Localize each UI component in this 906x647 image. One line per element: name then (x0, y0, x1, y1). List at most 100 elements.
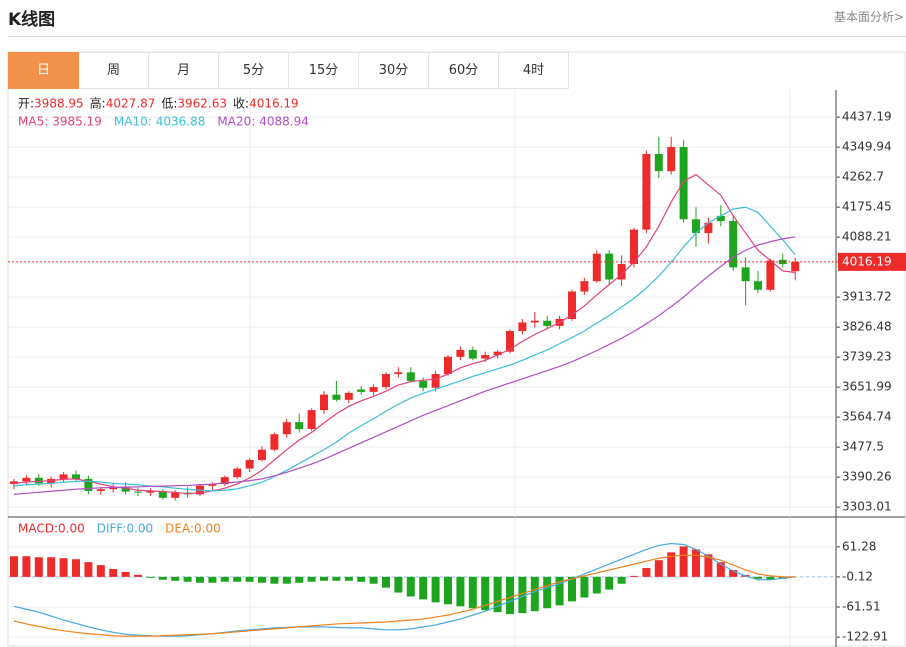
y-tick-label: 3651.99 (842, 380, 892, 394)
y-tick-label: 3477.5 (842, 440, 884, 454)
legend-value: 0.00 (126, 522, 153, 536)
candle-body (754, 281, 762, 290)
candle-body (630, 229, 638, 264)
macd-bar (506, 576, 514, 615)
candle-body (729, 221, 738, 268)
candle-body (109, 487, 118, 490)
macd-bar (716, 562, 725, 577)
macd-bar (493, 576, 502, 613)
candle-body (369, 387, 378, 392)
macd-bar (183, 576, 192, 582)
macd-bar (59, 558, 68, 577)
candle-body (431, 374, 440, 388)
macd-bar (22, 556, 31, 577)
macd-bar (196, 576, 204, 583)
legend-value: 4036.88 (156, 115, 206, 129)
period-tab[interactable]: 15分 (289, 52, 359, 89)
candle-body (208, 484, 217, 486)
legend-value: 4088.94 (259, 115, 309, 129)
ma-line (13, 206, 796, 492)
macd-bar (431, 576, 440, 603)
macd-bar (642, 568, 651, 577)
candle-body (382, 374, 390, 388)
y-tick-label: 4088.21 (842, 230, 892, 244)
chart-frame (7, 51, 906, 647)
candle-body (605, 253, 614, 280)
readout-label: 低: (161, 97, 177, 111)
y-tick-label: 61.28 (842, 539, 876, 553)
legend-value: 0.00 (58, 522, 85, 536)
period-tab[interactable]: 月 (149, 52, 219, 89)
candle-body (679, 147, 688, 220)
y-tick-label: -122.91 (842, 630, 888, 644)
macd-bar (729, 569, 738, 577)
macd-bar (282, 576, 291, 584)
candle-body (158, 490, 167, 498)
candle-body (704, 222, 713, 234)
candle-body (233, 468, 242, 478)
macd-bar (332, 576, 341, 581)
candle-body (654, 153, 663, 172)
macd-bar (158, 576, 167, 580)
legend-name: MACD: (18, 522, 58, 536)
period-tab[interactable]: 30分 (359, 52, 429, 89)
period-tab[interactable]: 60分 (429, 52, 499, 89)
macd-bar (357, 576, 366, 582)
period-tabs: 日周月 5分 15分 30分 60分 4时 (8, 52, 569, 89)
macd-bar (84, 562, 93, 577)
macd-bar (394, 576, 403, 593)
macd-bar (171, 576, 180, 581)
macd-bar (530, 576, 539, 612)
y-tick-label: 3564.74 (842, 410, 892, 424)
macd-bar (419, 576, 428, 600)
macd-bar (121, 571, 130, 577)
legend-name: MA20: (217, 115, 255, 129)
candle-body (406, 372, 415, 381)
period-tab[interactable]: 周 (79, 52, 149, 89)
y-tick-label: 4262.7 (842, 170, 884, 184)
macd-bar (220, 576, 229, 582)
macd-line (13, 542, 796, 637)
fundamental-link[interactable]: 基本面分析> (833, 10, 904, 24)
period-tab[interactable]: 日 (8, 52, 79, 89)
readout-value: 3962.63 (177, 97, 227, 111)
candle-body (568, 291, 576, 320)
period-tab[interactable]: 5分 (219, 52, 289, 89)
readout-label: 收: (233, 97, 249, 111)
period-tab[interactable]: 4时 (499, 52, 569, 89)
macd-bar (295, 576, 304, 583)
macd-bar (10, 556, 18, 577)
y-tick-label: 4349.94 (842, 140, 892, 154)
macd-bar (468, 576, 477, 609)
legend-name: DEA: (165, 522, 194, 536)
macd-bar (481, 576, 490, 611)
candle-body (778, 259, 787, 264)
macd-bar (96, 565, 105, 577)
ma-line (13, 173, 796, 495)
readout-value: 4016.19 (249, 97, 299, 111)
candle-body (667, 147, 676, 172)
y-tick-label: 3390.26 (842, 470, 892, 484)
macd-bar (382, 576, 390, 588)
macd-bar (754, 576, 762, 579)
macd-bar (580, 576, 589, 598)
y-tick-label: 4437.19 (842, 110, 892, 124)
candle-body (282, 422, 291, 435)
macd-bar (592, 576, 601, 594)
candle-body (741, 267, 750, 282)
candle-body (134, 491, 142, 493)
candle-body (481, 355, 490, 359)
candle-body (146, 490, 155, 493)
macd-bar (72, 559, 80, 577)
candle-body (307, 410, 316, 430)
macd-bar (543, 576, 552, 609)
macd-bar (270, 576, 279, 584)
legend-name: MA10: (114, 115, 152, 129)
candle-body (444, 356, 452, 375)
candle-body (121, 487, 130, 492)
macd-bar (456, 576, 465, 607)
y-tick-label: 3739.23 (842, 350, 892, 364)
y-tick-label: 3826.48 (842, 320, 892, 334)
candle-body (171, 492, 180, 498)
